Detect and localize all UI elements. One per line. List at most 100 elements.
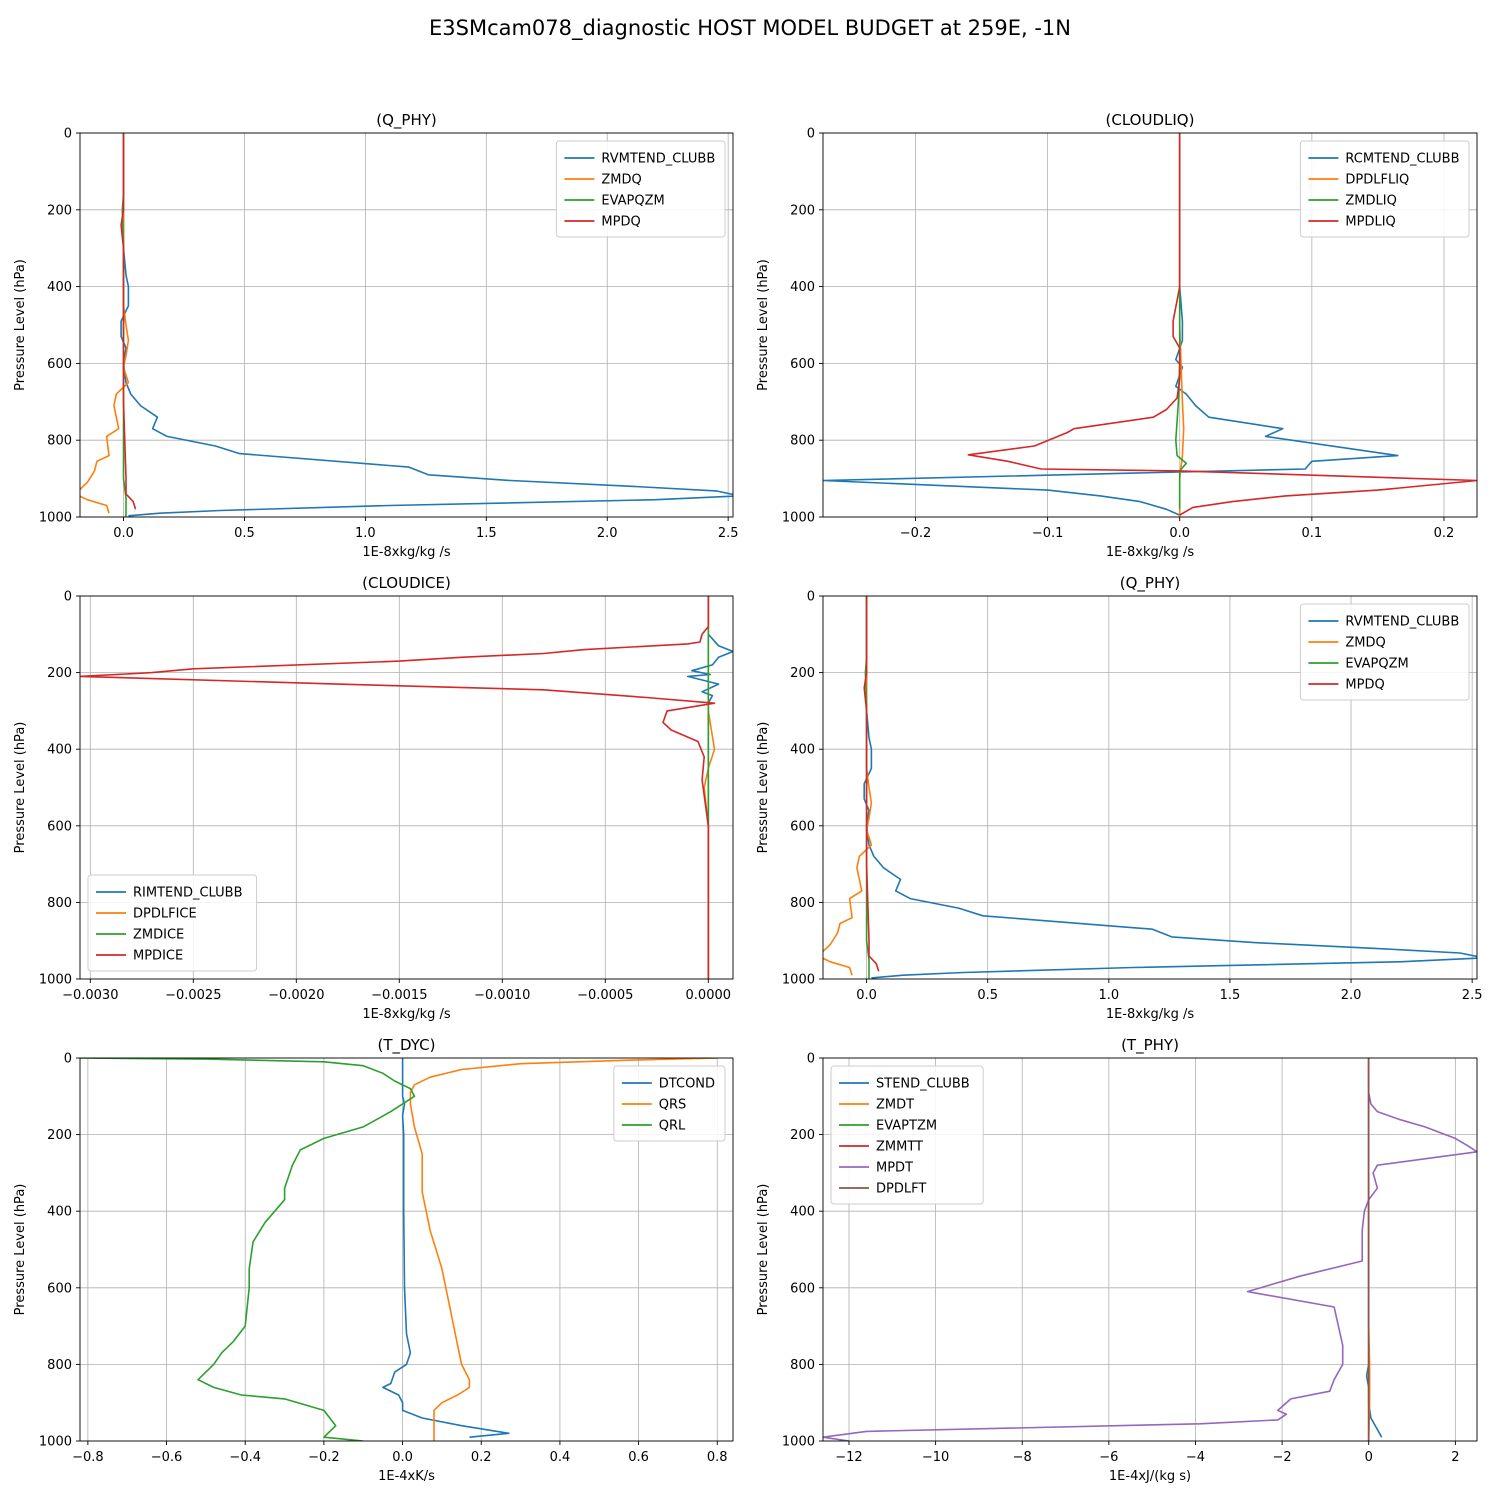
x-tick-label: 0.0 bbox=[392, 1450, 413, 1465]
y-tick-label: 800 bbox=[790, 1358, 815, 1373]
series-line-zmdliq bbox=[1175, 133, 1188, 510]
series-line-dtcond bbox=[382, 1058, 510, 1438]
axes-frame bbox=[822, 595, 1478, 980]
y-tick-label: 600 bbox=[47, 819, 72, 834]
legend-entry: MPDT bbox=[876, 1161, 913, 1176]
x-axis-label: 1E-4xK/s bbox=[378, 1469, 435, 1484]
y-tick-label: 200 bbox=[790, 666, 815, 681]
y-tick-label: 800 bbox=[790, 896, 815, 911]
legend: RCMTEND_CLUBB DPDLFLIQ ZMDLIQ MPDLIQ bbox=[1299, 140, 1470, 238]
x-tick-label: −8 bbox=[1013, 1450, 1032, 1465]
series-line-mpdq bbox=[120, 133, 137, 510]
x-tick-label: −4 bbox=[1186, 1450, 1205, 1465]
y-tick-label: 600 bbox=[47, 1281, 72, 1296]
panel-title: (Q_PHY) bbox=[376, 111, 437, 130]
series-line-mpdt bbox=[823, 1058, 1477, 1441]
series-line-mpdliq bbox=[967, 133, 1477, 516]
series-line-zmdq bbox=[823, 596, 873, 976]
x-axis-label: 1E-8xkg/kg /s bbox=[362, 1007, 451, 1022]
y-tick-label: 600 bbox=[790, 357, 815, 372]
legend-entry: RVMTEND_CLUBB bbox=[1345, 615, 1459, 630]
legend-entry: ZMMTT bbox=[876, 1140, 923, 1155]
y-tick-label: 0 bbox=[807, 590, 815, 605]
series-line-zmdq bbox=[80, 133, 130, 514]
y-tick-label: 0 bbox=[807, 127, 815, 142]
y-tick-label: 800 bbox=[47, 896, 72, 911]
x-axis-label: 1E-4xJ/(kg s) bbox=[1109, 1469, 1191, 1484]
x-tick-label: 2.5 bbox=[718, 526, 739, 541]
y-axis-label: Pressure Level (hPa) bbox=[13, 722, 28, 854]
legend-entry: ZMDQ bbox=[1345, 636, 1385, 651]
legend-entry: DPDLFLIQ bbox=[1345, 173, 1409, 188]
y-tick-label: 1000 bbox=[39, 511, 72, 526]
x-tick-label: −12 bbox=[835, 1450, 862, 1465]
y-tick-label: 600 bbox=[47, 357, 72, 372]
legend-entry: MPDQ bbox=[1345, 678, 1384, 693]
series-line-rvmtend-clubb bbox=[120, 133, 733, 517]
x-tick-label: 0.0000 bbox=[686, 988, 732, 1003]
legend-box bbox=[1299, 140, 1470, 238]
x-tick-label: 0 bbox=[1365, 1450, 1373, 1465]
y-tick-label: 0 bbox=[64, 1052, 72, 1067]
x-tick-label: −6 bbox=[1099, 1450, 1118, 1465]
x-tick-label: 0.0 bbox=[113, 526, 134, 541]
y-tick-label: 400 bbox=[47, 280, 72, 295]
legend-box bbox=[555, 140, 726, 238]
x-tick-label: −0.0025 bbox=[165, 988, 221, 1003]
x-tick-label: −0.0030 bbox=[62, 988, 118, 1003]
x-tick-label: 0.5 bbox=[977, 988, 998, 1003]
legend-entry: ZMDLIQ bbox=[1345, 194, 1396, 209]
legend-entry: ZMDT bbox=[876, 1098, 914, 1113]
axes-frame bbox=[79, 1057, 734, 1442]
series-line-qrs bbox=[409, 1058, 718, 1441]
y-tick-label: 200 bbox=[47, 1128, 72, 1143]
y-tick-label: 0 bbox=[64, 127, 72, 142]
panel-2: −0.2 −0.1 0.0 0.1 0.2 0 200 400 600 800 1000 (CLOUD… bbox=[756, 111, 1478, 560]
legend-entry: STEND_CLUBB bbox=[876, 1077, 970, 1092]
series-line-qrl bbox=[80, 1058, 416, 1441]
y-tick-label: 1000 bbox=[39, 1435, 72, 1450]
y-tick-label: 200 bbox=[47, 203, 72, 218]
legend-box bbox=[1299, 603, 1470, 701]
y-tick-label: 0 bbox=[807, 1052, 815, 1067]
x-tick-label: −0.0015 bbox=[371, 988, 427, 1003]
x-tick-label: −2 bbox=[1273, 1450, 1292, 1465]
panel-title: (CLOUDLIQ) bbox=[1106, 111, 1195, 129]
y-tick-label: 200 bbox=[790, 1128, 815, 1143]
x-tick-label: 2 bbox=[1451, 1450, 1459, 1465]
x-axis-label: 1E-8xkg/kg /s bbox=[1106, 545, 1195, 560]
y-tick-label: 1000 bbox=[782, 1435, 815, 1450]
y-tick-label: 400 bbox=[790, 1205, 815, 1220]
legend-entry: DTCOND bbox=[659, 1077, 715, 1092]
y-tick-label: 1000 bbox=[39, 973, 72, 988]
legend-entry: ZMDQ bbox=[601, 173, 641, 188]
x-tick-label: 1.0 bbox=[1098, 988, 1119, 1003]
legend-entry: EVAPTZM bbox=[876, 1119, 937, 1134]
panel-title: (Q_PHY) bbox=[1120, 574, 1181, 593]
legend-entry: RIMTEND_CLUBB bbox=[133, 886, 243, 901]
legend-entry: EVAPQZM bbox=[1345, 657, 1408, 672]
x-tick-label: 1.5 bbox=[1220, 988, 1241, 1003]
legend-entry: RVMTEND_CLUBB bbox=[601, 152, 715, 167]
x-tick-label: 0.0 bbox=[1169, 526, 1190, 541]
y-tick-label: 800 bbox=[47, 434, 72, 449]
series-group bbox=[823, 133, 1477, 517]
x-tick-label: −0.0010 bbox=[474, 988, 530, 1003]
series-group bbox=[80, 596, 733, 979]
axes-frame bbox=[79, 595, 734, 980]
x-tick-label: −0.4 bbox=[229, 1450, 261, 1465]
x-axis-label: 1E-8xkg/kg /s bbox=[362, 545, 451, 560]
y-tick-label: 600 bbox=[790, 1281, 815, 1296]
axes-frame bbox=[822, 1057, 1478, 1442]
series-line-mpdq bbox=[863, 596, 880, 972]
series-group bbox=[80, 133, 733, 517]
legend: RVMTEND_CLUBB ZMDQ EVAPQZM MPDQ bbox=[555, 140, 726, 238]
x-tick-label: 0.2 bbox=[471, 1450, 492, 1465]
series-group bbox=[823, 1058, 1477, 1441]
legend-entry: MPDLIQ bbox=[1345, 215, 1395, 230]
legend-entry: MPDQ bbox=[601, 215, 640, 230]
x-axis-label: 1E-8xkg/kg /s bbox=[1106, 1007, 1195, 1022]
series-group bbox=[823, 596, 1477, 979]
y-tick-label: 400 bbox=[47, 1205, 72, 1220]
x-tick-label: −0.2 bbox=[900, 526, 932, 541]
